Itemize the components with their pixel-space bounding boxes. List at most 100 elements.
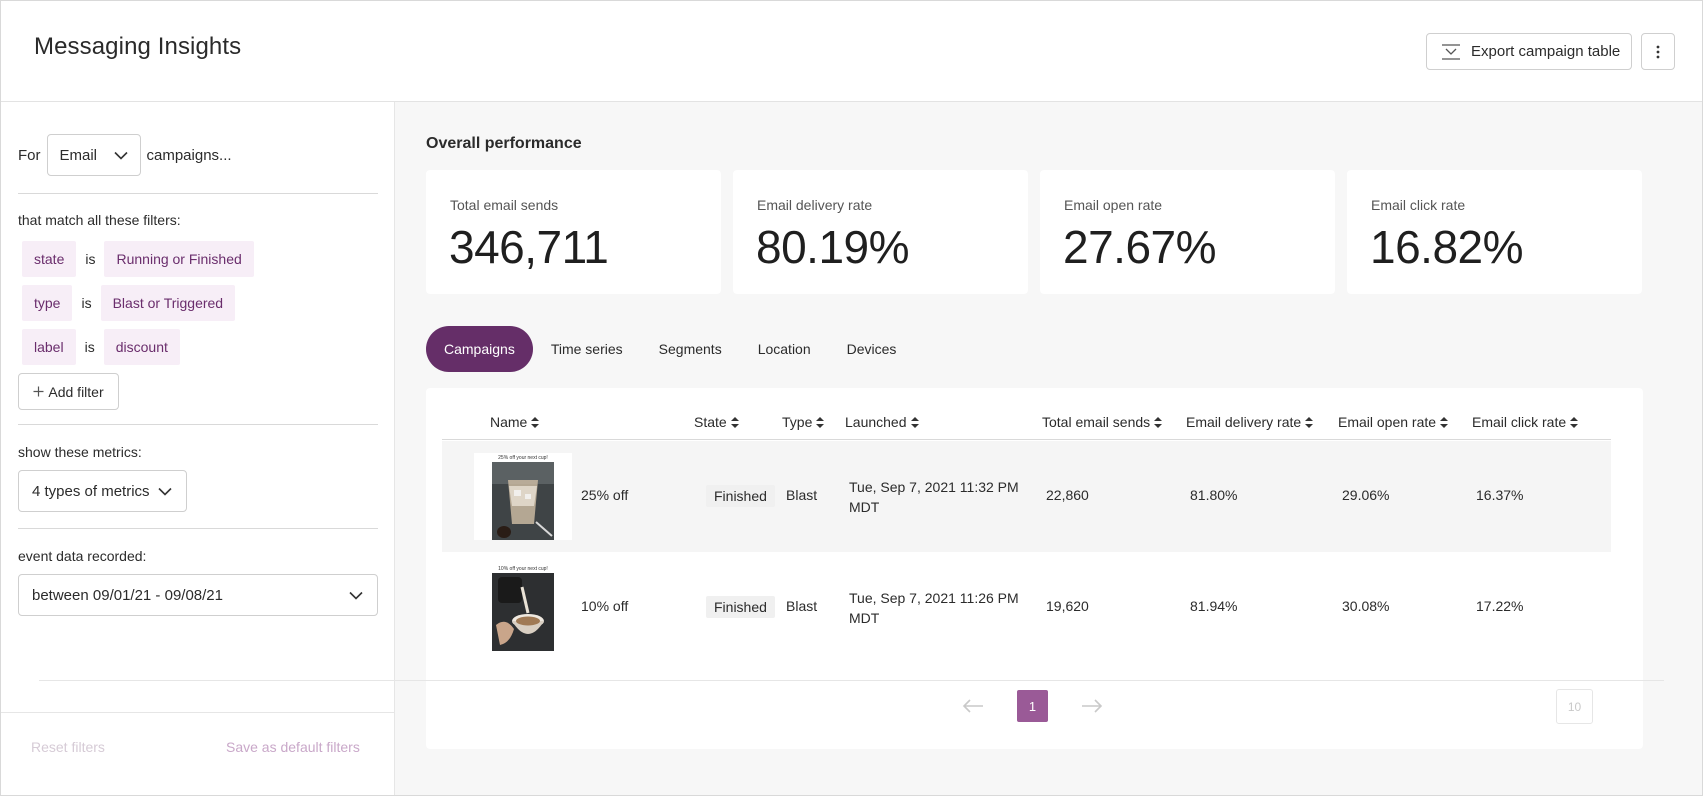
table-row[interactable]: 10% off your next cup! 10% off Finished …: [442, 552, 1611, 663]
export-button-label: Export campaign table: [1471, 43, 1621, 60]
column-header-click-rate[interactable]: Email click rate: [1472, 414, 1579, 430]
column-header-label: State: [694, 414, 727, 430]
tab-time-series[interactable]: Time series: [550, 341, 623, 357]
column-header-label: Email click rate: [1472, 414, 1567, 430]
filter-value-chip[interactable]: Blast or Triggered: [100, 285, 236, 321]
total-sends-value: 22,860: [1046, 487, 1089, 503]
sidebar-footer: Reset filters Save as default filters: [1, 712, 395, 795]
column-header-launched[interactable]: Launched: [845, 414, 919, 430]
channel-row: For Email campaigns...: [18, 134, 232, 176]
divider: [18, 528, 378, 529]
arrow-left-icon[interactable]: [962, 698, 984, 714]
campaign-type: Blast: [786, 598, 818, 614]
filter-field-chip[interactable]: label: [22, 329, 76, 365]
filter-operator: is: [84, 339, 95, 355]
campaign-type: Blast: [786, 487, 818, 503]
tab-campaigns[interactable]: Campaigns: [426, 326, 533, 372]
filter-type[interactable]: type is Blast or Triggered: [22, 285, 236, 321]
column-header-delivery-rate[interactable]: Email delivery rate: [1186, 414, 1314, 430]
kpi-card-open-rate: Email open rate 27.67%: [1040, 170, 1335, 294]
filter-field-chip[interactable]: state: [22, 241, 77, 277]
latte-pour-image: [492, 573, 554, 651]
column-header-label: Type: [782, 414, 813, 430]
campaign-thumbnail: 25% off your next cup!: [474, 453, 572, 540]
kpi-value: 80.19%: [756, 221, 910, 273]
kpi-value: 346,711: [449, 221, 609, 273]
date-range-select[interactable]: between 09/01/21 - 09/08/21: [18, 574, 378, 616]
column-header-total-sends[interactable]: Total email sends: [1042, 414, 1163, 430]
column-header-name[interactable]: Name: [490, 414, 540, 430]
page-title: Messaging Insights: [34, 33, 242, 60]
divider: [39, 680, 1664, 681]
save-default-filters-button[interactable]: Save as default filters: [226, 739, 360, 755]
campaigns-suffix: campaigns...: [146, 146, 232, 164]
kpi-card-delivery-rate: Email delivery rate 80.19%: [733, 170, 1028, 294]
add-filter-label: Add filter: [48, 383, 104, 400]
kpi-value: 27.67%: [1063, 221, 1217, 273]
filter-label[interactable]: label is discount: [22, 329, 180, 365]
iced-coffee-image: [492, 462, 554, 540]
plus-icon: [33, 386, 44, 397]
export-campaign-table-button[interactable]: Export campaign table: [1426, 33, 1632, 70]
metrics-select-value: 4 types of metrics: [32, 482, 150, 500]
pagination: 1 10: [426, 689, 1643, 724]
kpi-label: Email open rate: [1064, 197, 1163, 213]
filter-sidebar: For Email campaigns... that match all th…: [1, 102, 395, 795]
status-badge: Finished: [706, 596, 775, 618]
launched-date: Tue, Sep 7, 2021 11:26 PM MDT: [849, 588, 1019, 628]
filter-field-chip[interactable]: type: [22, 285, 73, 321]
column-header-type[interactable]: Type: [782, 414, 825, 430]
column-header-label: Name: [490, 414, 528, 430]
total-sends-value: 19,620: [1046, 598, 1089, 614]
overall-performance-title: Overall performance: [426, 135, 582, 152]
kpi-label: Total email sends: [450, 197, 559, 213]
filter-operator: is: [81, 295, 92, 311]
chevron-down-icon: [349, 591, 363, 600]
kpi-label: Email click rate: [1371, 197, 1466, 213]
export-tray-icon: [1442, 43, 1460, 60]
column-header-state[interactable]: State: [694, 414, 739, 430]
arrow-right-icon[interactable]: [1081, 698, 1103, 714]
table-header: Name State Type Launched Total email sen…: [442, 404, 1611, 440]
tab-segments[interactable]: Segments: [658, 341, 722, 357]
column-header-label: Email delivery rate: [1186, 414, 1302, 430]
filter-operator: is: [85, 251, 96, 267]
page-size-select[interactable]: 10: [1556, 689, 1593, 724]
tab-devices[interactable]: Devices: [846, 341, 897, 357]
report-tabs: Campaigns Time series Segments Location …: [426, 326, 914, 372]
sort-icon: [1305, 416, 1314, 428]
chevron-down-icon: [158, 487, 172, 496]
add-filter-button[interactable]: Add filter: [18, 373, 119, 410]
metrics-select[interactable]: 4 types of metrics: [18, 470, 187, 512]
filter-state[interactable]: state is Running or Finished: [22, 241, 254, 277]
more-vertical-icon: [1656, 45, 1660, 58]
campaign-name[interactable]: 25% off: [581, 487, 629, 503]
sort-icon: [730, 416, 739, 428]
chevron-down-icon: [113, 151, 128, 160]
column-header-open-rate[interactable]: Email open rate: [1338, 414, 1449, 430]
table-row[interactable]: 25% off your next cup! 25% off Finished …: [442, 441, 1611, 552]
page-button-current[interactable]: 1: [1017, 690, 1048, 722]
page-header: Messaging Insights Export campaign table: [1, 1, 1702, 102]
filter-value-chip[interactable]: Running or Finished: [104, 241, 254, 277]
reset-filters-button[interactable]: Reset filters: [31, 739, 105, 755]
launched-timezone: MDT: [849, 499, 880, 515]
status-badge: Finished: [706, 485, 775, 507]
launched-datetime: Tue, Sep 7, 2021 11:32 PM: [849, 479, 1019, 495]
column-header-label: Total email sends: [1042, 414, 1151, 430]
sort-icon: [1570, 416, 1579, 428]
tab-location[interactable]: Location: [757, 341, 811, 357]
event-data-heading: event data recorded:: [18, 548, 147, 564]
kpi-card-total-sends: Total email sends 346,711: [426, 170, 721, 294]
campaign-name[interactable]: 10% off: [581, 598, 629, 614]
launched-datetime: Tue, Sep 7, 2021 11:26 PM: [849, 590, 1019, 606]
more-options-button[interactable]: [1641, 33, 1675, 70]
filter-value-chip[interactable]: discount: [103, 329, 180, 365]
sort-icon: [1440, 416, 1449, 428]
divider: [18, 193, 378, 194]
kpi-card-click-rate: Email click rate 16.82%: [1347, 170, 1642, 294]
sort-icon: [816, 416, 825, 428]
channel-select[interactable]: Email: [46, 134, 141, 176]
thumbnail-caption: 10% off your next cup!: [498, 566, 548, 572]
